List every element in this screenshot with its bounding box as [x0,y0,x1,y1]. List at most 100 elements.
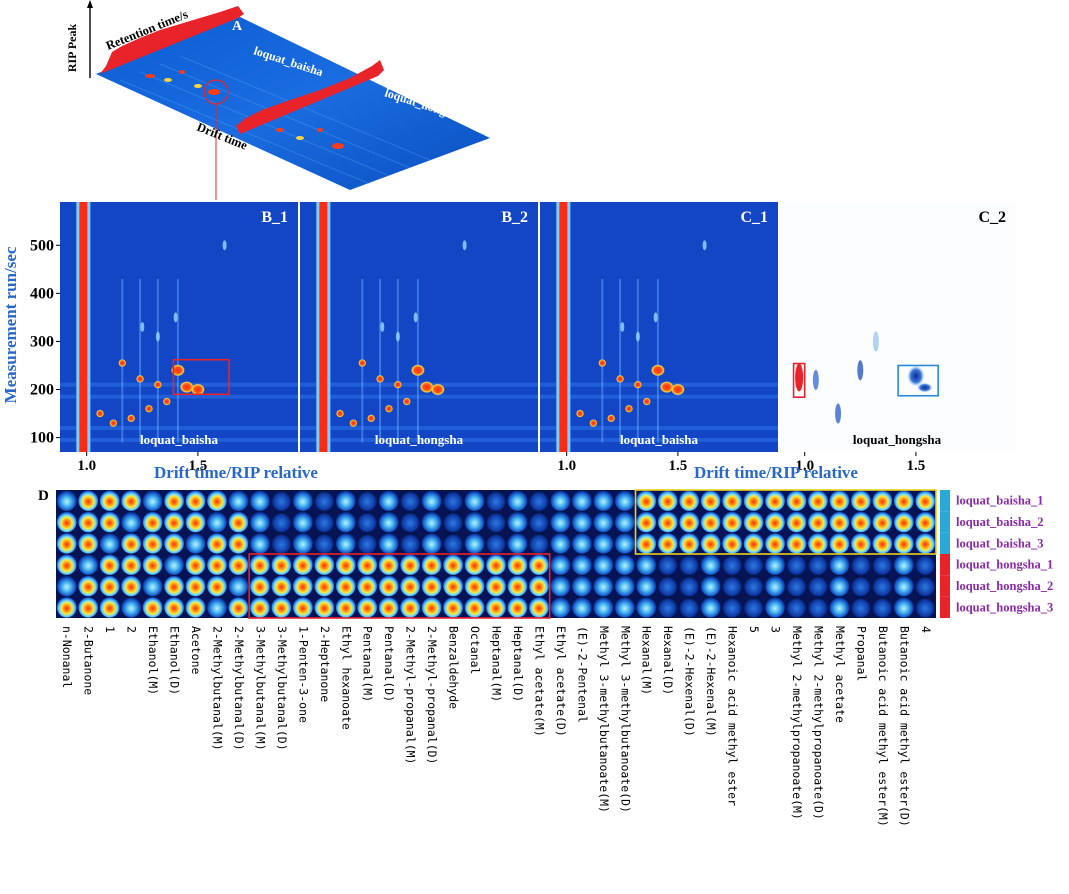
compound-label: 2 [125,626,139,633]
fingerprint-cell [142,511,163,533]
fingerprint-cell [421,554,442,575]
peak-spot [393,380,402,389]
fingerprint-cell [915,597,936,618]
compound-label: 2-Methylbutanal(M) [210,626,224,751]
fingerprint-cell [335,554,356,575]
compound-streak [379,278,382,443]
compound-label: Methyl 2-methylpropanoate(D) [811,626,825,820]
compound-label: Pentanal(M) [361,626,375,702]
fingerprint-cell [765,490,785,511]
fingerprint-cell [314,511,335,533]
baseline-band [300,437,538,442]
fingerprint-cell [378,575,399,597]
fingerprint-cell [121,490,141,511]
fingerprint-cell [657,554,678,575]
fingerprint-cell [722,597,742,618]
fingerprint-cell [657,597,678,618]
fingerprint-cell [507,511,528,533]
fingerprint-cell [292,511,313,533]
fingerprint-cell [250,490,270,511]
compound-label: 1 [103,626,117,633]
compound-streak [396,278,399,443]
fingerprint-cell [121,575,141,597]
fingerprint-cell [292,533,313,554]
difference-blue-spot [906,365,925,388]
fingerprint-cell [250,511,270,533]
panel-a-letter: A [232,19,243,34]
fingerprint-cell [292,490,313,511]
fingerprint-cell [722,554,742,575]
panel-label: B_2 [501,209,528,226]
fingerprint-cell [829,554,850,575]
compound-label: Heptanal(D) [511,626,525,702]
fingerprint-cell [829,511,850,533]
fingerprint-cell [808,554,828,575]
fingerprint-cell [786,597,807,618]
fingerprint-cell [679,554,700,575]
fingerprint-cell [808,597,828,618]
fingerprint-cell [185,575,206,597]
fingerprint-cell [142,490,163,511]
fingerprint-cell [164,575,184,597]
panel-sample-label: loquat_hongsha [375,432,464,447]
fingerprint-cell [636,575,657,597]
fingerprint-cell [851,597,871,618]
fingerprint-cell [593,533,614,554]
row-color-bar [940,490,950,512]
peak-spot [419,381,434,394]
fingerprint-cell [185,533,206,554]
fingerprint-cell [872,575,893,597]
compound-streak [156,278,159,443]
spectrum-panel-c_2: C_2 loquat_hongsha 1.0 1.5 [778,202,1016,474]
faint-spot [140,322,145,332]
peak-spot [402,397,411,406]
compound-label: Hexanal(M) [640,626,654,695]
compound-label: Hexanoic acid methyl ester [726,626,740,806]
fingerprint-cell [614,511,635,533]
compound-label: n-Nonanal [60,626,74,688]
fingerprint-cell [679,533,700,554]
fingerprint-cell [550,490,571,511]
difference-spot [835,403,842,424]
fingerprint-cell [743,511,764,533]
fingerprint-cell [357,575,378,597]
peak-spot [633,380,642,389]
fingerprint-cell [357,533,378,554]
x-axis-label-b: Drift time/RIP relative [154,463,318,482]
fingerprint-cell [228,533,249,554]
fingerprint-cell [56,554,77,575]
row-color-bar [940,575,950,597]
rip-line [559,202,568,452]
fingerprint-cell [271,575,292,597]
peak-spot [430,383,445,396]
compound-label: 3-Methylbutanal(D) [275,626,289,751]
faint-spot [155,331,160,342]
fingerprint-cell [722,490,742,511]
fingerprint-cell [378,533,399,554]
fingerprint-cell [765,511,785,533]
fingerprint-cell [743,575,764,597]
fingerprint-cell [78,575,99,597]
rip-ridge-hongsha [236,60,384,134]
fingerprint-cell [271,490,292,511]
compound-streak [656,278,659,443]
compound-streak [139,278,142,443]
fingerprint-cell [786,575,807,597]
x-tick-label: 1.5 [907,458,926,474]
fingerprint-cell [571,597,592,618]
peak-spot [384,404,393,413]
peak-spot [616,374,625,383]
panel-sample-label: loquat_baisha [620,432,699,447]
fingerprint-cell [872,554,893,575]
fingerprint-cell [164,511,184,533]
compound-label: 2-Methyl-propanal(D) [425,626,439,764]
compound-label: Acetone [189,626,203,675]
fingerprint-cell [593,575,614,597]
fingerprint-cell [893,597,914,618]
faint-spot [620,322,625,332]
compound-label: 2-Heptanone [318,626,332,702]
fingerprint-cell [378,554,399,575]
fingerprint-cell [99,511,120,533]
